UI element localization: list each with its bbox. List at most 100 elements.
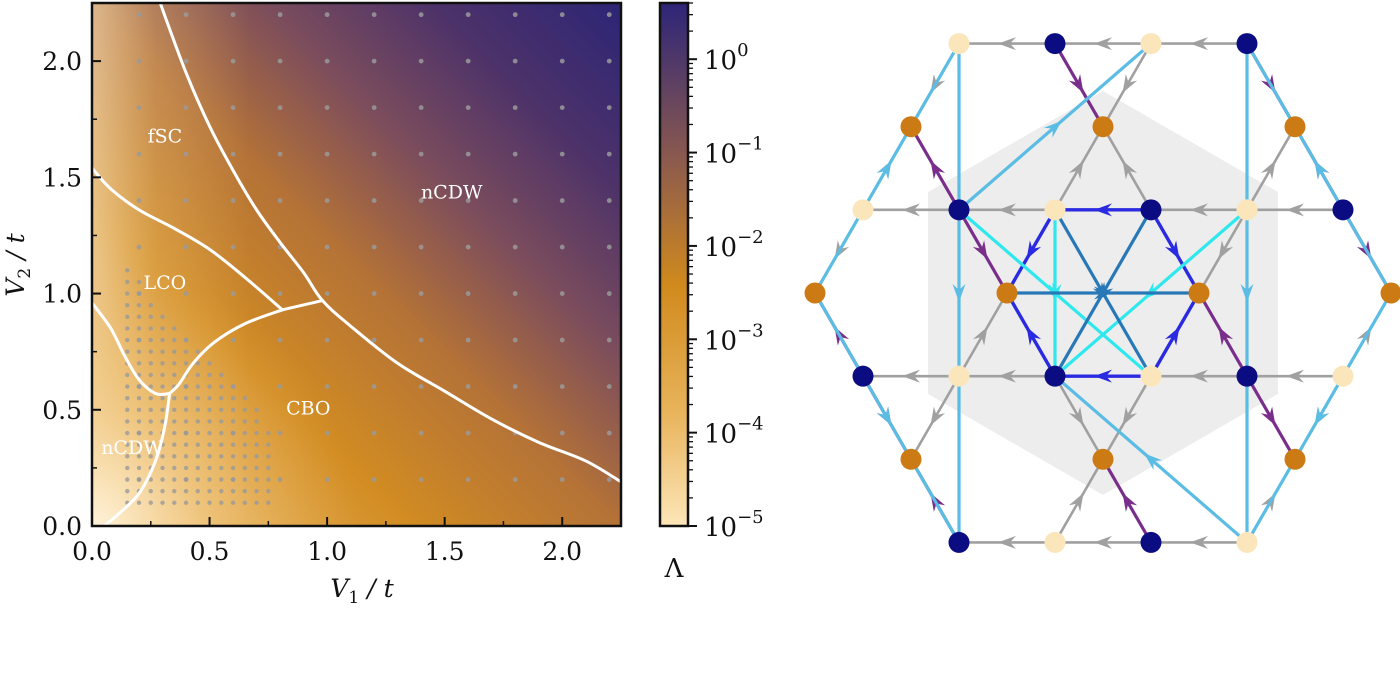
sample-point [371, 384, 377, 389]
sample-point [136, 361, 142, 366]
edge-arrow [1068, 74, 1084, 93]
sample-point [125, 326, 130, 331]
sample-point [559, 244, 565, 250]
sample-point [125, 268, 130, 273]
sample-points [125, 12, 612, 505]
sample-point [219, 407, 224, 412]
sample-point [512, 384, 518, 389]
sample-point [277, 151, 283, 157]
lattice-node [1236, 199, 1258, 221]
x-axis: 0.0 0.5 1.0 1.5 2.0 [72, 517, 582, 566]
sample-point [148, 454, 153, 459]
lattice-node [1332, 199, 1354, 221]
sample-point [324, 105, 330, 110]
edge-arrow [1098, 281, 1114, 301]
sample-point [183, 477, 189, 482]
sample-point [242, 419, 248, 424]
sample-point [195, 477, 200, 482]
sample-point [277, 337, 283, 343]
sample-point [512, 105, 518, 110]
sample-point [160, 419, 165, 424]
sample-point [195, 500, 200, 505]
sample-point [606, 430, 612, 436]
sample-point [559, 337, 565, 343]
sample-point [136, 500, 142, 505]
lattice-node [948, 199, 970, 221]
sample-point [254, 465, 259, 471]
sample-point [125, 337, 130, 343]
sample-point [371, 337, 377, 343]
sample-point [183, 488, 189, 494]
sample-point [148, 326, 153, 331]
sample-point [183, 454, 189, 459]
sample-point [195, 465, 200, 471]
edge-arrow [1026, 326, 1042, 346]
sample-point [136, 198, 142, 203]
lattice-node [852, 365, 874, 387]
sample-point [606, 12, 612, 18]
sample-point [136, 419, 142, 424]
sample-point [242, 465, 248, 471]
sample-point [324, 477, 330, 482]
lattice-node [1236, 531, 1258, 553]
sample-point [559, 151, 565, 157]
sample-point [125, 488, 130, 494]
sample-point [512, 337, 518, 343]
edge-arrow [1144, 453, 1163, 471]
lattice-node [804, 282, 826, 304]
sample-point [160, 500, 165, 505]
sample-point [172, 372, 177, 378]
sample-point [512, 477, 518, 482]
kagome-lattice-diagram [804, 33, 1400, 553]
y-tick-label: 0.0 [42, 512, 82, 541]
sample-point [160, 361, 165, 366]
sample-point [183, 407, 189, 412]
lattice-node [1236, 365, 1258, 387]
edge-arrow [930, 406, 946, 426]
sample-point [195, 395, 200, 401]
sample-point [465, 58, 471, 64]
sample-point [266, 465, 271, 471]
y-tick-label: 2.0 [42, 47, 82, 76]
sample-point [125, 279, 130, 285]
sample-point [207, 407, 212, 412]
sample-point [242, 407, 248, 412]
phase-boundary [168, 308, 284, 396]
sample-point [371, 198, 377, 203]
x-axis-title: V1 / t [330, 574, 394, 608]
sample-point [136, 442, 142, 447]
sample-point [183, 291, 189, 296]
edge-arrow [972, 240, 988, 260]
sample-point [266, 477, 271, 482]
edge-arrow [1094, 535, 1112, 549]
sample-point [136, 430, 142, 436]
edge-arrow [1122, 493, 1138, 512]
sample-point [183, 430, 189, 436]
edge-arrow [1164, 240, 1180, 260]
sample-point [207, 419, 212, 424]
sample-point [606, 291, 612, 296]
sample-point [606, 244, 612, 250]
edge-arrow [1164, 326, 1180, 346]
sample-point [195, 349, 200, 354]
lattice-nodes [804, 33, 1400, 553]
edge-arrow [1314, 160, 1330, 180]
sample-point [136, 105, 142, 110]
lattice-node [948, 365, 970, 387]
sample-point [465, 105, 471, 110]
sample-point [183, 384, 189, 389]
lattice-node [1092, 448, 1114, 470]
sample-point [242, 430, 248, 436]
sample-point [148, 442, 153, 447]
sample-point [172, 407, 177, 412]
sample-point [125, 419, 130, 424]
sample-point [277, 105, 283, 110]
sample-point [230, 407, 236, 412]
sample-point [195, 407, 200, 412]
sample-point [207, 488, 212, 494]
sample-point [136, 302, 142, 308]
sample-point [418, 58, 424, 64]
edge-arrow [1043, 120, 1062, 138]
region-label-cbo: CBO [286, 397, 330, 419]
